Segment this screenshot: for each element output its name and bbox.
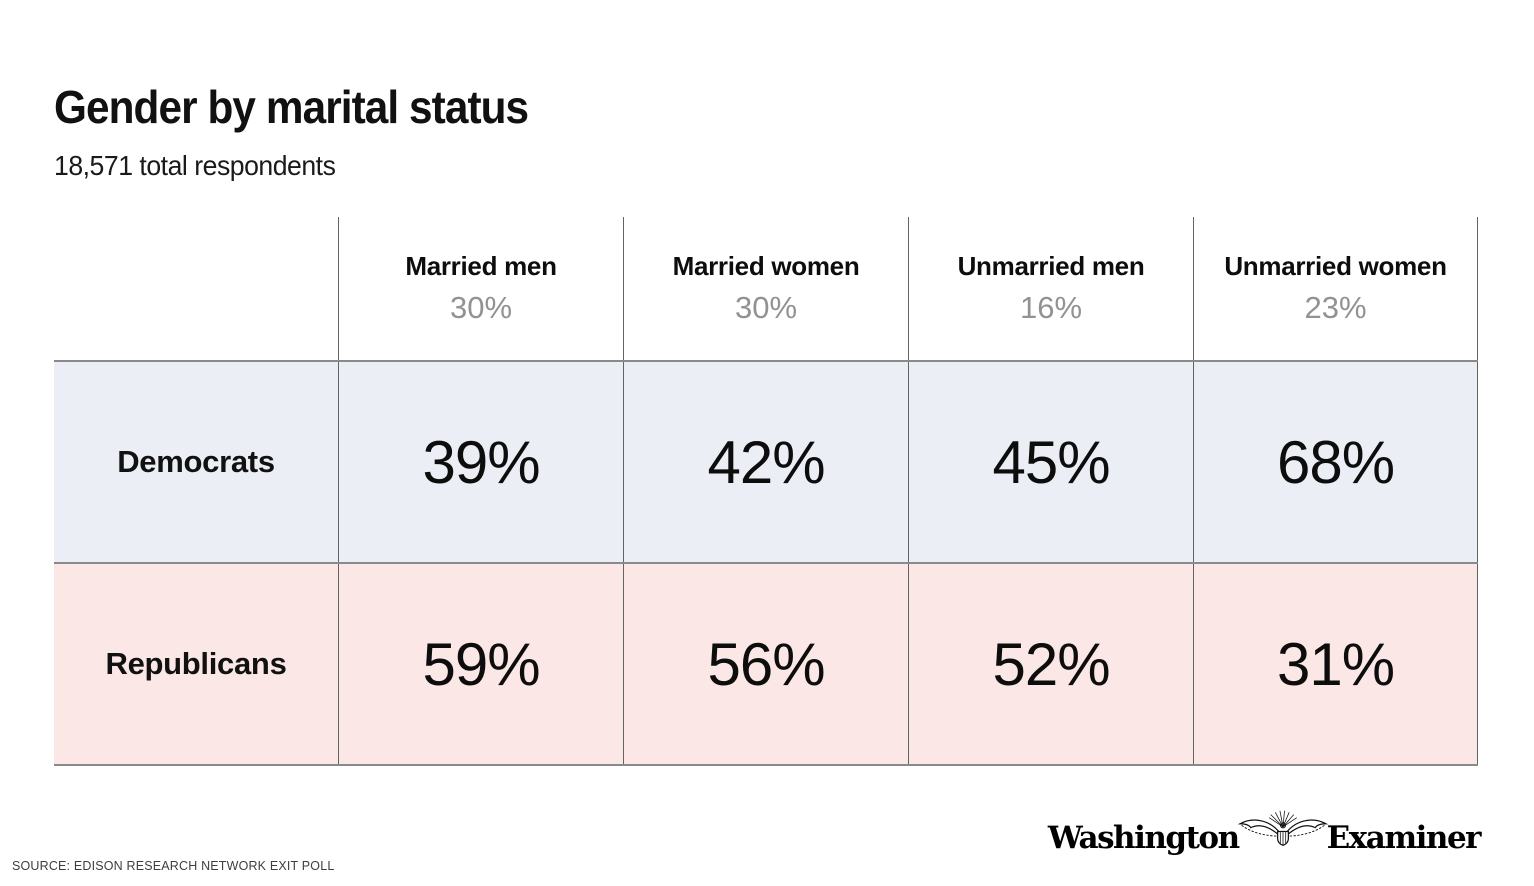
- column-share: 30%: [449, 290, 513, 325]
- header-spacer-cell: [54, 217, 338, 360]
- gender-marital-table: Married men 30% Married women 30% Unmarr…: [54, 217, 1478, 766]
- cell-democrats-unmarried-men: 45%: [908, 362, 1193, 562]
- column-label: Unmarried men: [957, 251, 1145, 281]
- washington-examiner-logo: Washington: [1047, 806, 1482, 858]
- column-header-unmarried-men: Unmarried men 16%: [908, 217, 1193, 360]
- column-header-unmarried-women: Unmarried women 23%: [1193, 217, 1478, 360]
- row-label-republicans: Republicans: [105, 646, 287, 681]
- row-label-democrats: Democrats: [117, 444, 275, 479]
- column-header-married-women: Married women 30%: [623, 217, 908, 360]
- table-row-democrats: Democrats 39% 42% 45% 68%: [54, 360, 1478, 562]
- cell-republicans-married-women: 56%: [623, 564, 908, 764]
- column-share: 23%: [1304, 290, 1367, 325]
- page-subtitle: 18,571 total respondents: [54, 150, 336, 181]
- cell-democrats-married-women: 42%: [623, 362, 908, 562]
- page-title: Gender by marital status: [54, 81, 529, 133]
- column-label: Unmarried women: [1224, 251, 1447, 281]
- eagle-emblem-icon: [1237, 810, 1328, 846]
- column-share: 16%: [1019, 290, 1083, 325]
- column-label: Married women: [672, 251, 860, 281]
- cell-republicans-married-men: 59%: [338, 564, 623, 764]
- table-header-row: Married men 30% Married women 30% Unmarr…: [54, 217, 1478, 360]
- cell-republicans-unmarried-men: 52%: [908, 564, 1193, 764]
- logo-word-examiner: Examiner: [1326, 820, 1482, 856]
- column-share: 30%: [734, 290, 798, 325]
- cell-republicans-unmarried-women: 31%: [1193, 564, 1478, 764]
- column-label: Married men: [405, 251, 557, 281]
- table-row-republicans: Republicans 59% 56% 52% 31%: [54, 562, 1478, 764]
- cell-democrats-married-men: 39%: [338, 362, 623, 562]
- logo-word-washington: Washington: [1047, 820, 1240, 856]
- cell-democrats-unmarried-women: 68%: [1193, 362, 1478, 562]
- column-header-married-men: Married men 30%: [338, 217, 623, 360]
- source-credit: SOURCE: EDISON RESEARCH NETWORK EXIT POL…: [12, 858, 335, 873]
